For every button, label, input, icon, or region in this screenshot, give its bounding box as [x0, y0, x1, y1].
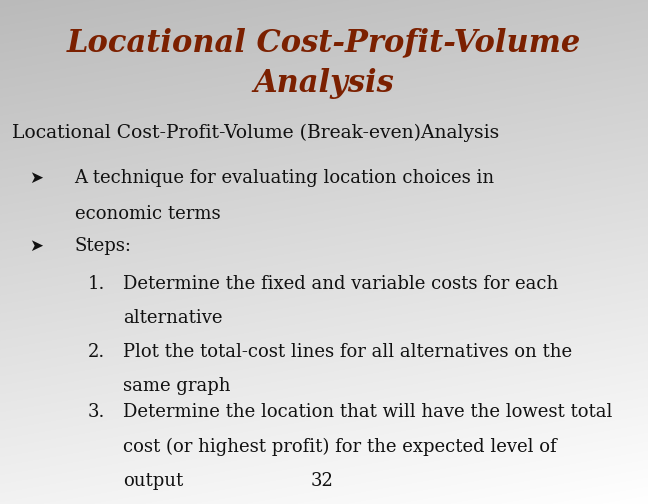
Text: 3.: 3.: [87, 403, 105, 421]
Text: Analysis: Analysis: [253, 68, 395, 99]
Text: ➤: ➤: [29, 237, 43, 255]
Text: alternative: alternative: [123, 309, 223, 327]
Text: Plot the total-cost lines for all alternatives on the: Plot the total-cost lines for all altern…: [123, 343, 572, 361]
Text: cost (or highest profit) for the expected level of: cost (or highest profit) for the expecte…: [123, 437, 557, 456]
Text: Locational Cost-Profit-Volume (Break-even)Analysis: Locational Cost-Profit-Volume (Break-eve…: [12, 123, 499, 142]
Text: Determine the fixed and variable costs for each: Determine the fixed and variable costs f…: [123, 275, 559, 293]
Text: Determine the location that will have the lowest total: Determine the location that will have th…: [123, 403, 612, 421]
Text: same graph: same graph: [123, 377, 231, 395]
Text: economic terms: economic terms: [75, 205, 220, 223]
Text: A technique for evaluating location choices in: A technique for evaluating location choi…: [75, 169, 494, 187]
Text: 2.: 2.: [87, 343, 105, 361]
Text: ➤: ➤: [29, 169, 43, 187]
Text: output: output: [123, 472, 183, 490]
Text: 32: 32: [311, 472, 334, 490]
Text: Locational Cost-Profit-Volume: Locational Cost-Profit-Volume: [67, 27, 581, 58]
Text: 1.: 1.: [87, 275, 105, 293]
Text: Steps:: Steps:: [75, 237, 132, 255]
